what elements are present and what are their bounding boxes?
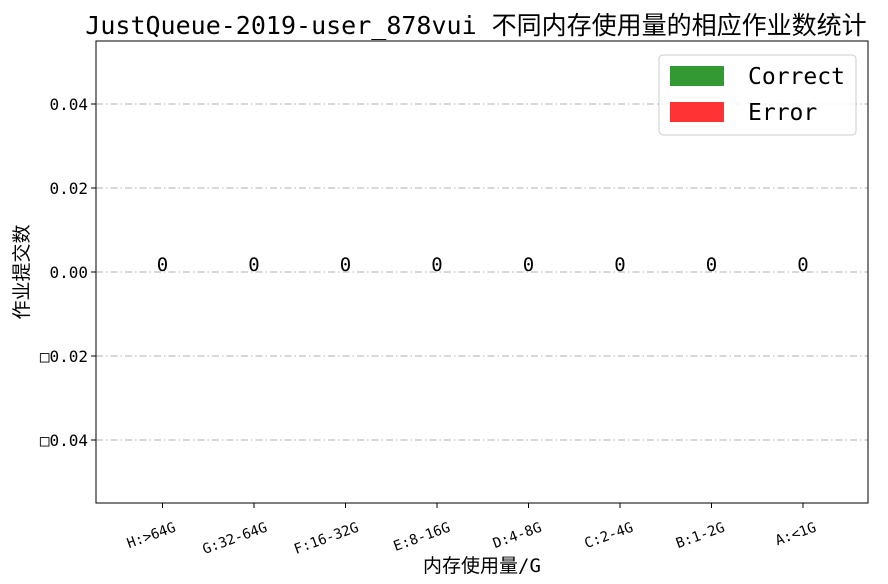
x-tick-label: A:<1G: [773, 520, 818, 549]
x-tick-label: C:2-4G: [582, 520, 635, 552]
x-tick-label: H:>64G: [125, 520, 178, 552]
data-label: 0: [431, 254, 442, 276]
y-tick-label: 0.00: [49, 263, 88, 282]
data-label: 0: [614, 254, 625, 276]
chart-title: JustQueue-2019-user_878vui 不同内存使用量的相应作业数…: [85, 11, 866, 40]
x-tick-label: E:8-16G: [391, 520, 452, 555]
data-label: 0: [248, 254, 259, 276]
y-tick-label: □0.02: [40, 347, 88, 366]
data-label: 0: [706, 254, 717, 276]
data-label: 0: [523, 254, 534, 276]
y-axis: 0.04 0.02 0.00 □0.02 □0.04: [40, 95, 96, 450]
data-label: 0: [340, 254, 351, 276]
legend: Correct Error: [658, 54, 857, 136]
x-tick-label: G:32-64G: [201, 520, 270, 558]
x-axis: H:>64G G:32-64G F:16-32G E:8-16G D:4-8G C:2-4…: [125, 503, 818, 558]
data-labels: 0 0 0 0 0 0 0 0: [157, 254, 809, 276]
y-tick-label: 0.02: [49, 179, 88, 198]
legend-swatch-error: [670, 102, 724, 122]
y-axis-label: 作业提交数: [11, 224, 33, 319]
x-tick-label: F:16-32G: [292, 520, 361, 558]
plot-frame: [95, 40, 869, 504]
x-tick-label: D:4-8G: [491, 520, 544, 552]
x-axis-label: 内存使用量/G: [423, 555, 541, 577]
y-tick-label: 0.04: [49, 95, 88, 114]
data-label: 0: [157, 254, 168, 276]
gridlines: [96, 103, 868, 441]
y-tick-label: □0.04: [40, 431, 88, 450]
legend-label-error: Error: [748, 100, 817, 126]
legend-swatch-correct: [670, 66, 724, 86]
x-tick-label: B:1-2G: [674, 520, 727, 552]
data-label: 0: [797, 254, 808, 276]
legend-label-correct: Correct: [748, 64, 845, 90]
